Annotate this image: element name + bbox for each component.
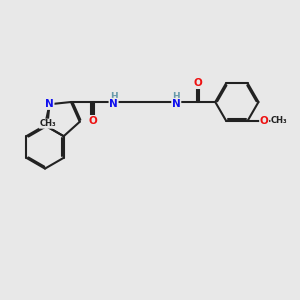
Text: O: O xyxy=(260,116,268,126)
Text: CH₃: CH₃ xyxy=(271,116,287,125)
Text: N: N xyxy=(172,98,181,109)
Text: O: O xyxy=(194,78,202,88)
Text: H: H xyxy=(110,92,117,101)
Text: O: O xyxy=(88,116,97,126)
Text: H: H xyxy=(172,92,180,101)
Text: CH₃: CH₃ xyxy=(39,119,56,128)
Text: N: N xyxy=(109,98,118,109)
Text: N: N xyxy=(45,99,54,109)
